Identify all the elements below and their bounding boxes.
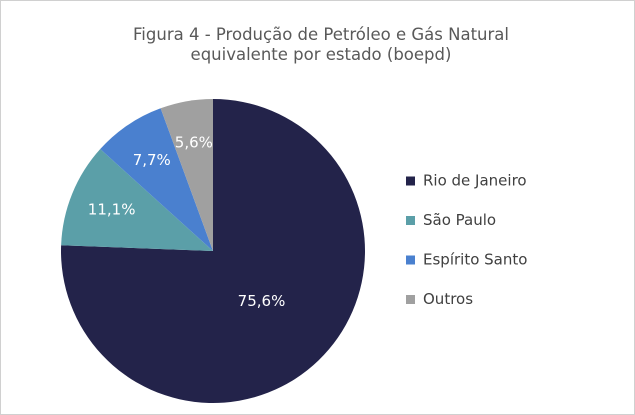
data-label: 11,1% <box>88 200 136 218</box>
chart-title: Figura 4 - Produção de Petróleo e Gás Na… <box>133 25 509 64</box>
pie-slice <box>100 108 213 251</box>
pie-slice <box>61 99 366 403</box>
legend-label: Outros <box>423 290 473 308</box>
legend-label: São Paulo <box>423 211 496 229</box>
legend-swatch <box>406 176 415 186</box>
data-label: 75,6% <box>238 292 286 310</box>
data-label: 7,7% <box>133 151 171 169</box>
legend-swatch <box>406 216 415 225</box>
legend-swatch <box>406 295 415 304</box>
pie-slice <box>61 149 213 251</box>
legend-swatch <box>406 255 415 265</box>
data-label: 5,6% <box>175 134 213 152</box>
legend-label: Rio de Janeiro <box>423 172 527 190</box>
pie-slice <box>160 99 213 251</box>
legend-label: Espírito Santo <box>423 251 527 269</box>
